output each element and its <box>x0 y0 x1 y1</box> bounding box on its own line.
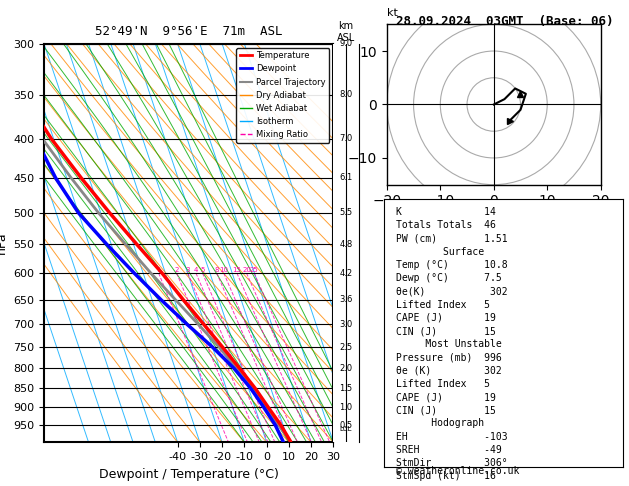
Text: 20: 20 <box>242 267 251 273</box>
Text: 4: 4 <box>194 267 198 273</box>
Text: 3.0: 3.0 <box>339 320 353 329</box>
Text: 1.0: 1.0 <box>340 403 352 412</box>
Text: 25: 25 <box>250 267 259 273</box>
Text: 3: 3 <box>186 267 190 273</box>
Text: 3.6: 3.6 <box>339 295 353 304</box>
Text: 9.0: 9.0 <box>340 39 352 48</box>
Text: kt: kt <box>387 8 398 18</box>
Text: 15: 15 <box>233 267 242 273</box>
Text: 1.5: 1.5 <box>340 384 352 393</box>
Text: 4.2: 4.2 <box>340 269 352 278</box>
Text: © weatheronline.co.uk: © weatheronline.co.uk <box>396 466 520 476</box>
Text: 8.0: 8.0 <box>339 90 353 99</box>
Text: 8: 8 <box>214 267 219 273</box>
Text: 4.8: 4.8 <box>339 240 353 249</box>
Text: 28.09.2024  03GMT  (Base: 06): 28.09.2024 03GMT (Base: 06) <box>396 15 614 28</box>
Text: 10: 10 <box>220 267 228 273</box>
Text: 2.0: 2.0 <box>340 364 352 373</box>
Text: 2.5: 2.5 <box>340 343 352 351</box>
Text: 6.1: 6.1 <box>339 174 353 182</box>
Text: 1: 1 <box>157 267 161 273</box>
Title: 52°49'N  9°56'E  71m  ASL: 52°49'N 9°56'E 71m ASL <box>95 25 282 38</box>
Text: 5: 5 <box>201 267 204 273</box>
Text: 2: 2 <box>174 267 179 273</box>
X-axis label: Dewpoint / Temperature (°C): Dewpoint / Temperature (°C) <box>99 468 279 481</box>
Title: km
ASL: km ASL <box>337 21 355 43</box>
Legend: Temperature, Dewpoint, Parcel Trajectory, Dry Adiabat, Wet Adiabat, Isotherm, Mi: Temperature, Dewpoint, Parcel Trajectory… <box>237 48 329 142</box>
Text: K              14
Totals Totals  46
PW (cm)        1.51
        Surface
Temp (°C: K 14 Totals Totals 46 PW (cm) 1.51 Surfa… <box>396 207 507 481</box>
Text: 0.5: 0.5 <box>340 421 352 430</box>
Text: 5.5: 5.5 <box>340 208 352 217</box>
Text: 7.0: 7.0 <box>339 135 353 143</box>
Y-axis label: hPa: hPa <box>0 232 8 254</box>
Text: LCL: LCL <box>340 426 352 432</box>
